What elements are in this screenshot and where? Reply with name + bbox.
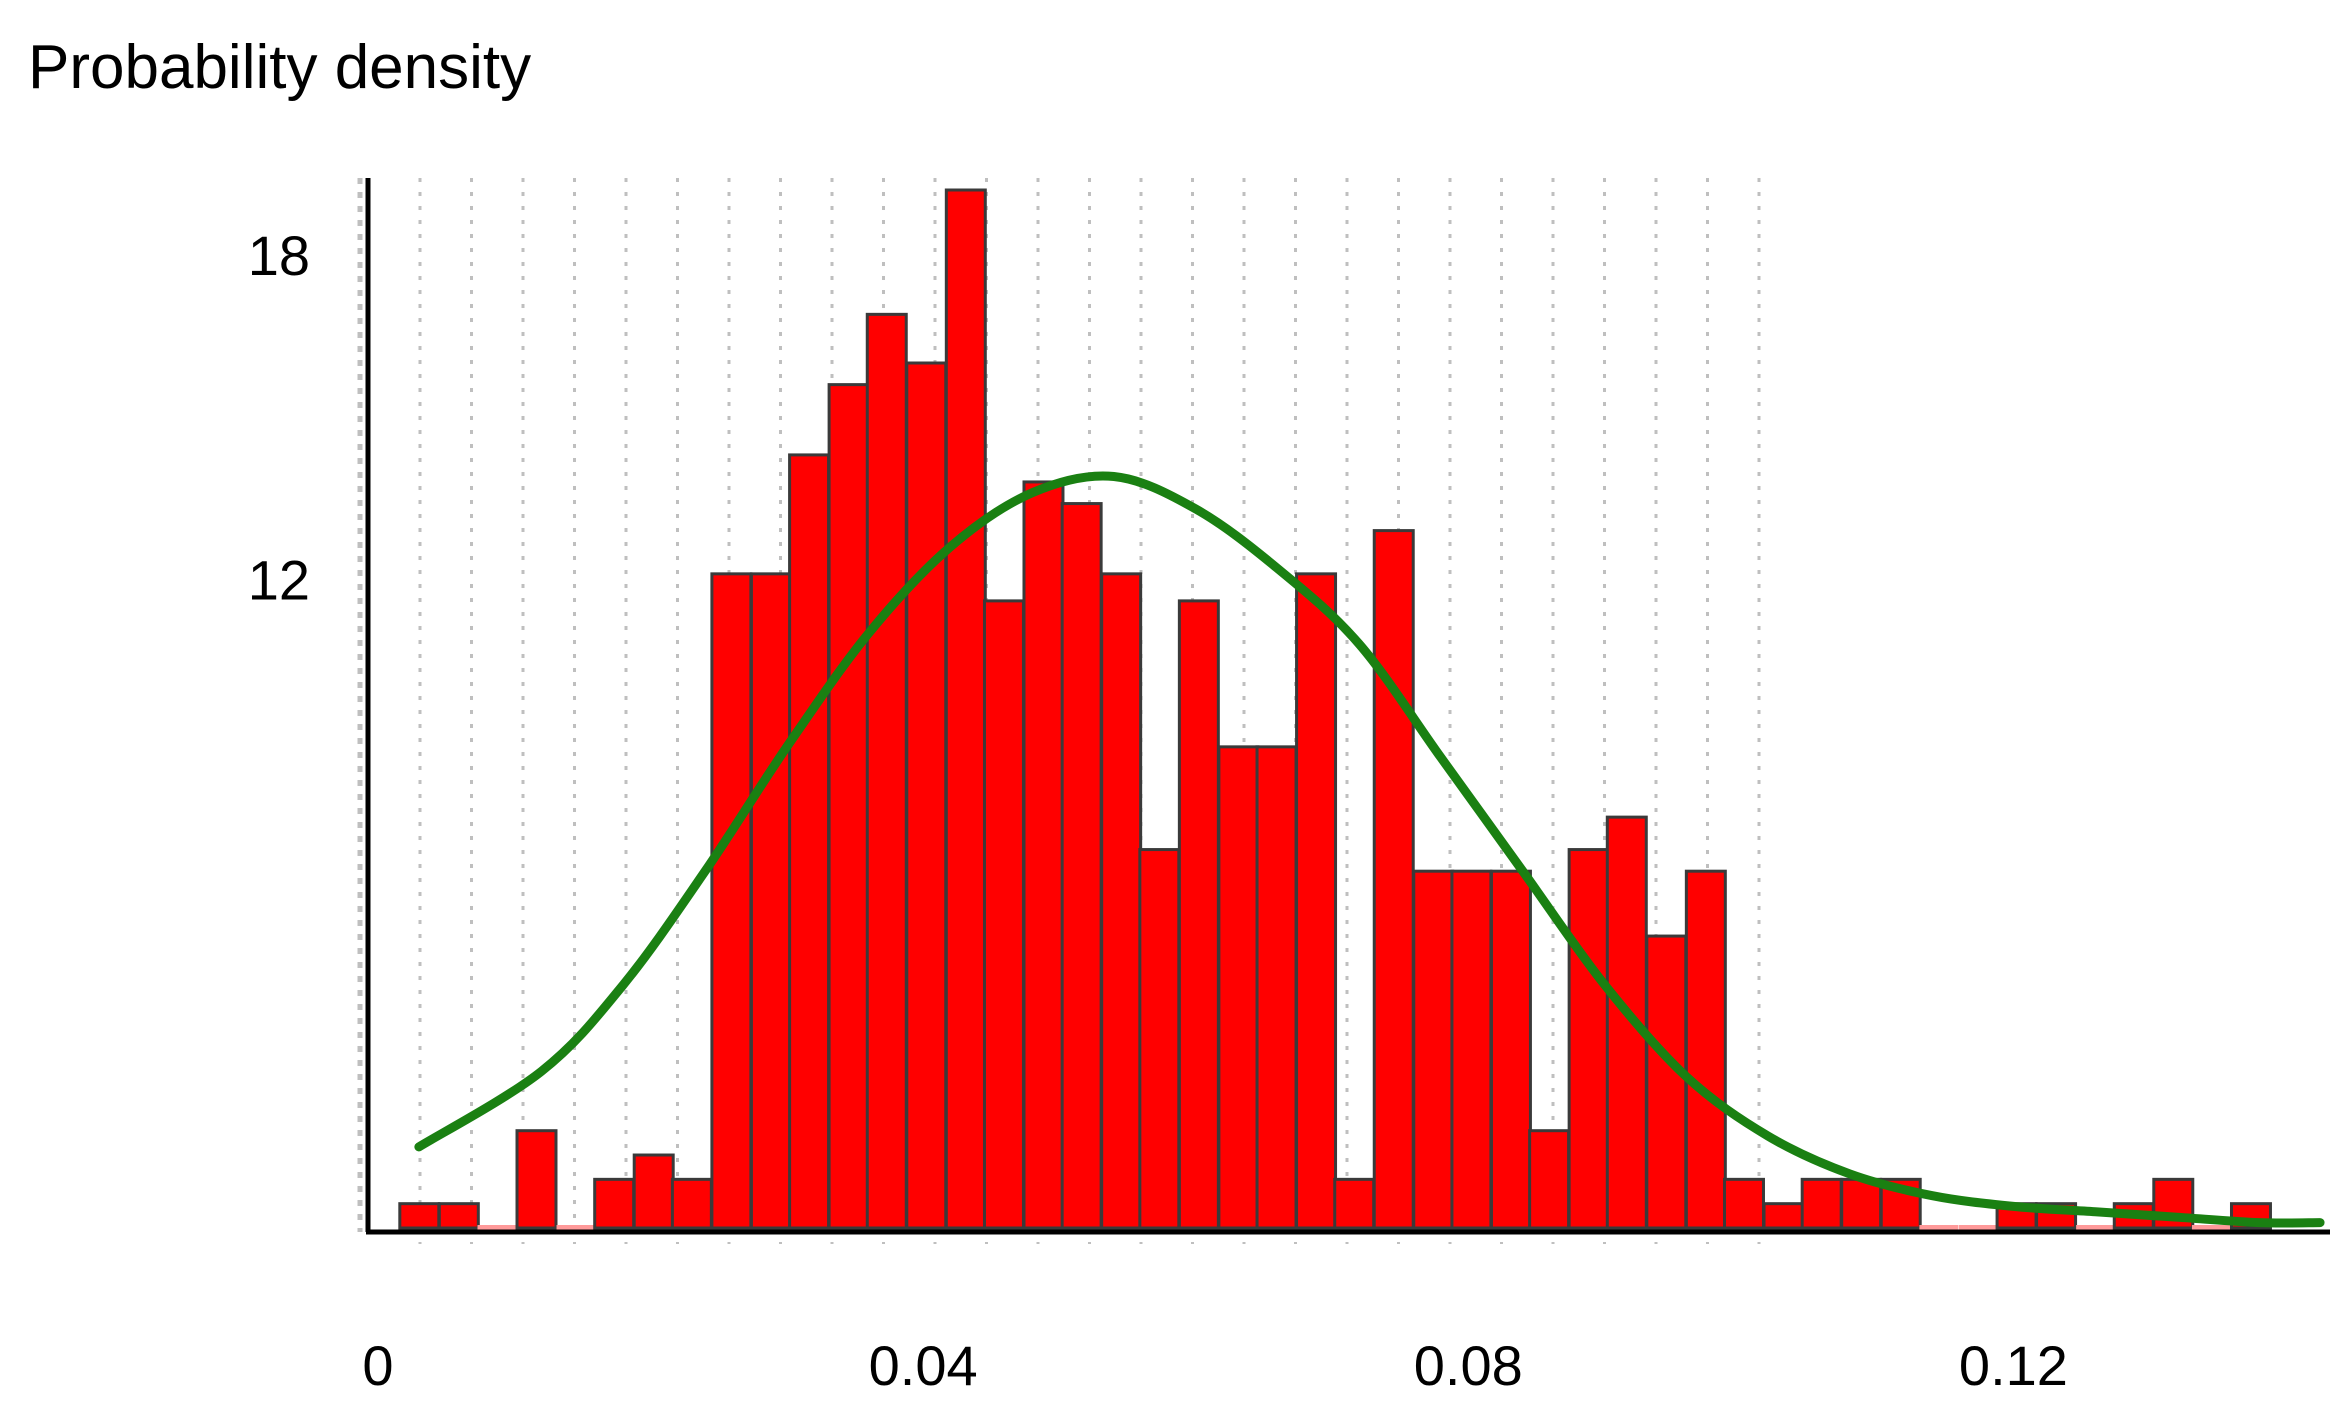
histogram-bar — [1333, 1177, 1376, 1230]
histogram-bar — [1800, 1177, 1843, 1230]
histogram-bar — [749, 572, 792, 1230]
histogram-bar — [1100, 572, 1143, 1230]
histogram-bar — [905, 361, 948, 1230]
x-tick-label: 0.04 — [869, 1334, 978, 1397]
y-tick-labels: 12 18 — [248, 224, 310, 611]
x-tick-label: 0 — [362, 1334, 393, 1397]
histogram-bar — [515, 1129, 558, 1230]
histogram-bar — [1255, 745, 1298, 1230]
histogram-bar — [865, 312, 908, 1230]
histogram-bar — [1684, 869, 1727, 1230]
histogram-bar — [1489, 869, 1532, 1230]
x-tick-labels: 0 0.04 0.08 0.12 — [362, 1334, 2068, 1397]
histogram-bar — [710, 572, 753, 1230]
histogram-bar — [1412, 869, 1455, 1230]
histogram-bar — [632, 1153, 675, 1230]
histogram-bar — [1022, 480, 1065, 1230]
histogram-bar — [944, 188, 987, 1230]
histogram-bar — [1217, 745, 1260, 1230]
histogram-bar — [1295, 572, 1338, 1230]
chart-title: Probability density — [28, 33, 531, 102]
histogram-bar — [1177, 599, 1220, 1230]
density-curve — [414, 471, 2325, 1228]
histogram-bar — [1567, 848, 1610, 1230]
y-tick-label: 18 — [248, 224, 310, 287]
histogram-bar — [1450, 869, 1493, 1230]
histogram-bar — [1528, 1129, 1571, 1230]
histogram-bar — [670, 1177, 713, 1230]
histogram-bar — [1138, 848, 1181, 1230]
histogram-bar — [1372, 529, 1415, 1230]
density-curve-layer — [414, 471, 2325, 1228]
x-tick-label: 0.12 — [1959, 1334, 2068, 1397]
histogram-bars — [398, 188, 2272, 1231]
x-tick-label: 0.08 — [1414, 1334, 1523, 1397]
histogram-bar — [1060, 502, 1103, 1230]
histogram-bar — [827, 383, 870, 1230]
histogram-bar — [1723, 1177, 1765, 1230]
histogram-bar — [1762, 1202, 1805, 1230]
histogram-bar — [398, 1202, 441, 1230]
histogram-bar — [593, 1177, 636, 1230]
histogram-bar — [788, 453, 831, 1230]
y-tick-label: 12 — [248, 548, 310, 611]
histogram-bar — [437, 1202, 480, 1230]
histogram-bar — [982, 599, 1025, 1230]
histogram-bar — [1645, 934, 1688, 1230]
